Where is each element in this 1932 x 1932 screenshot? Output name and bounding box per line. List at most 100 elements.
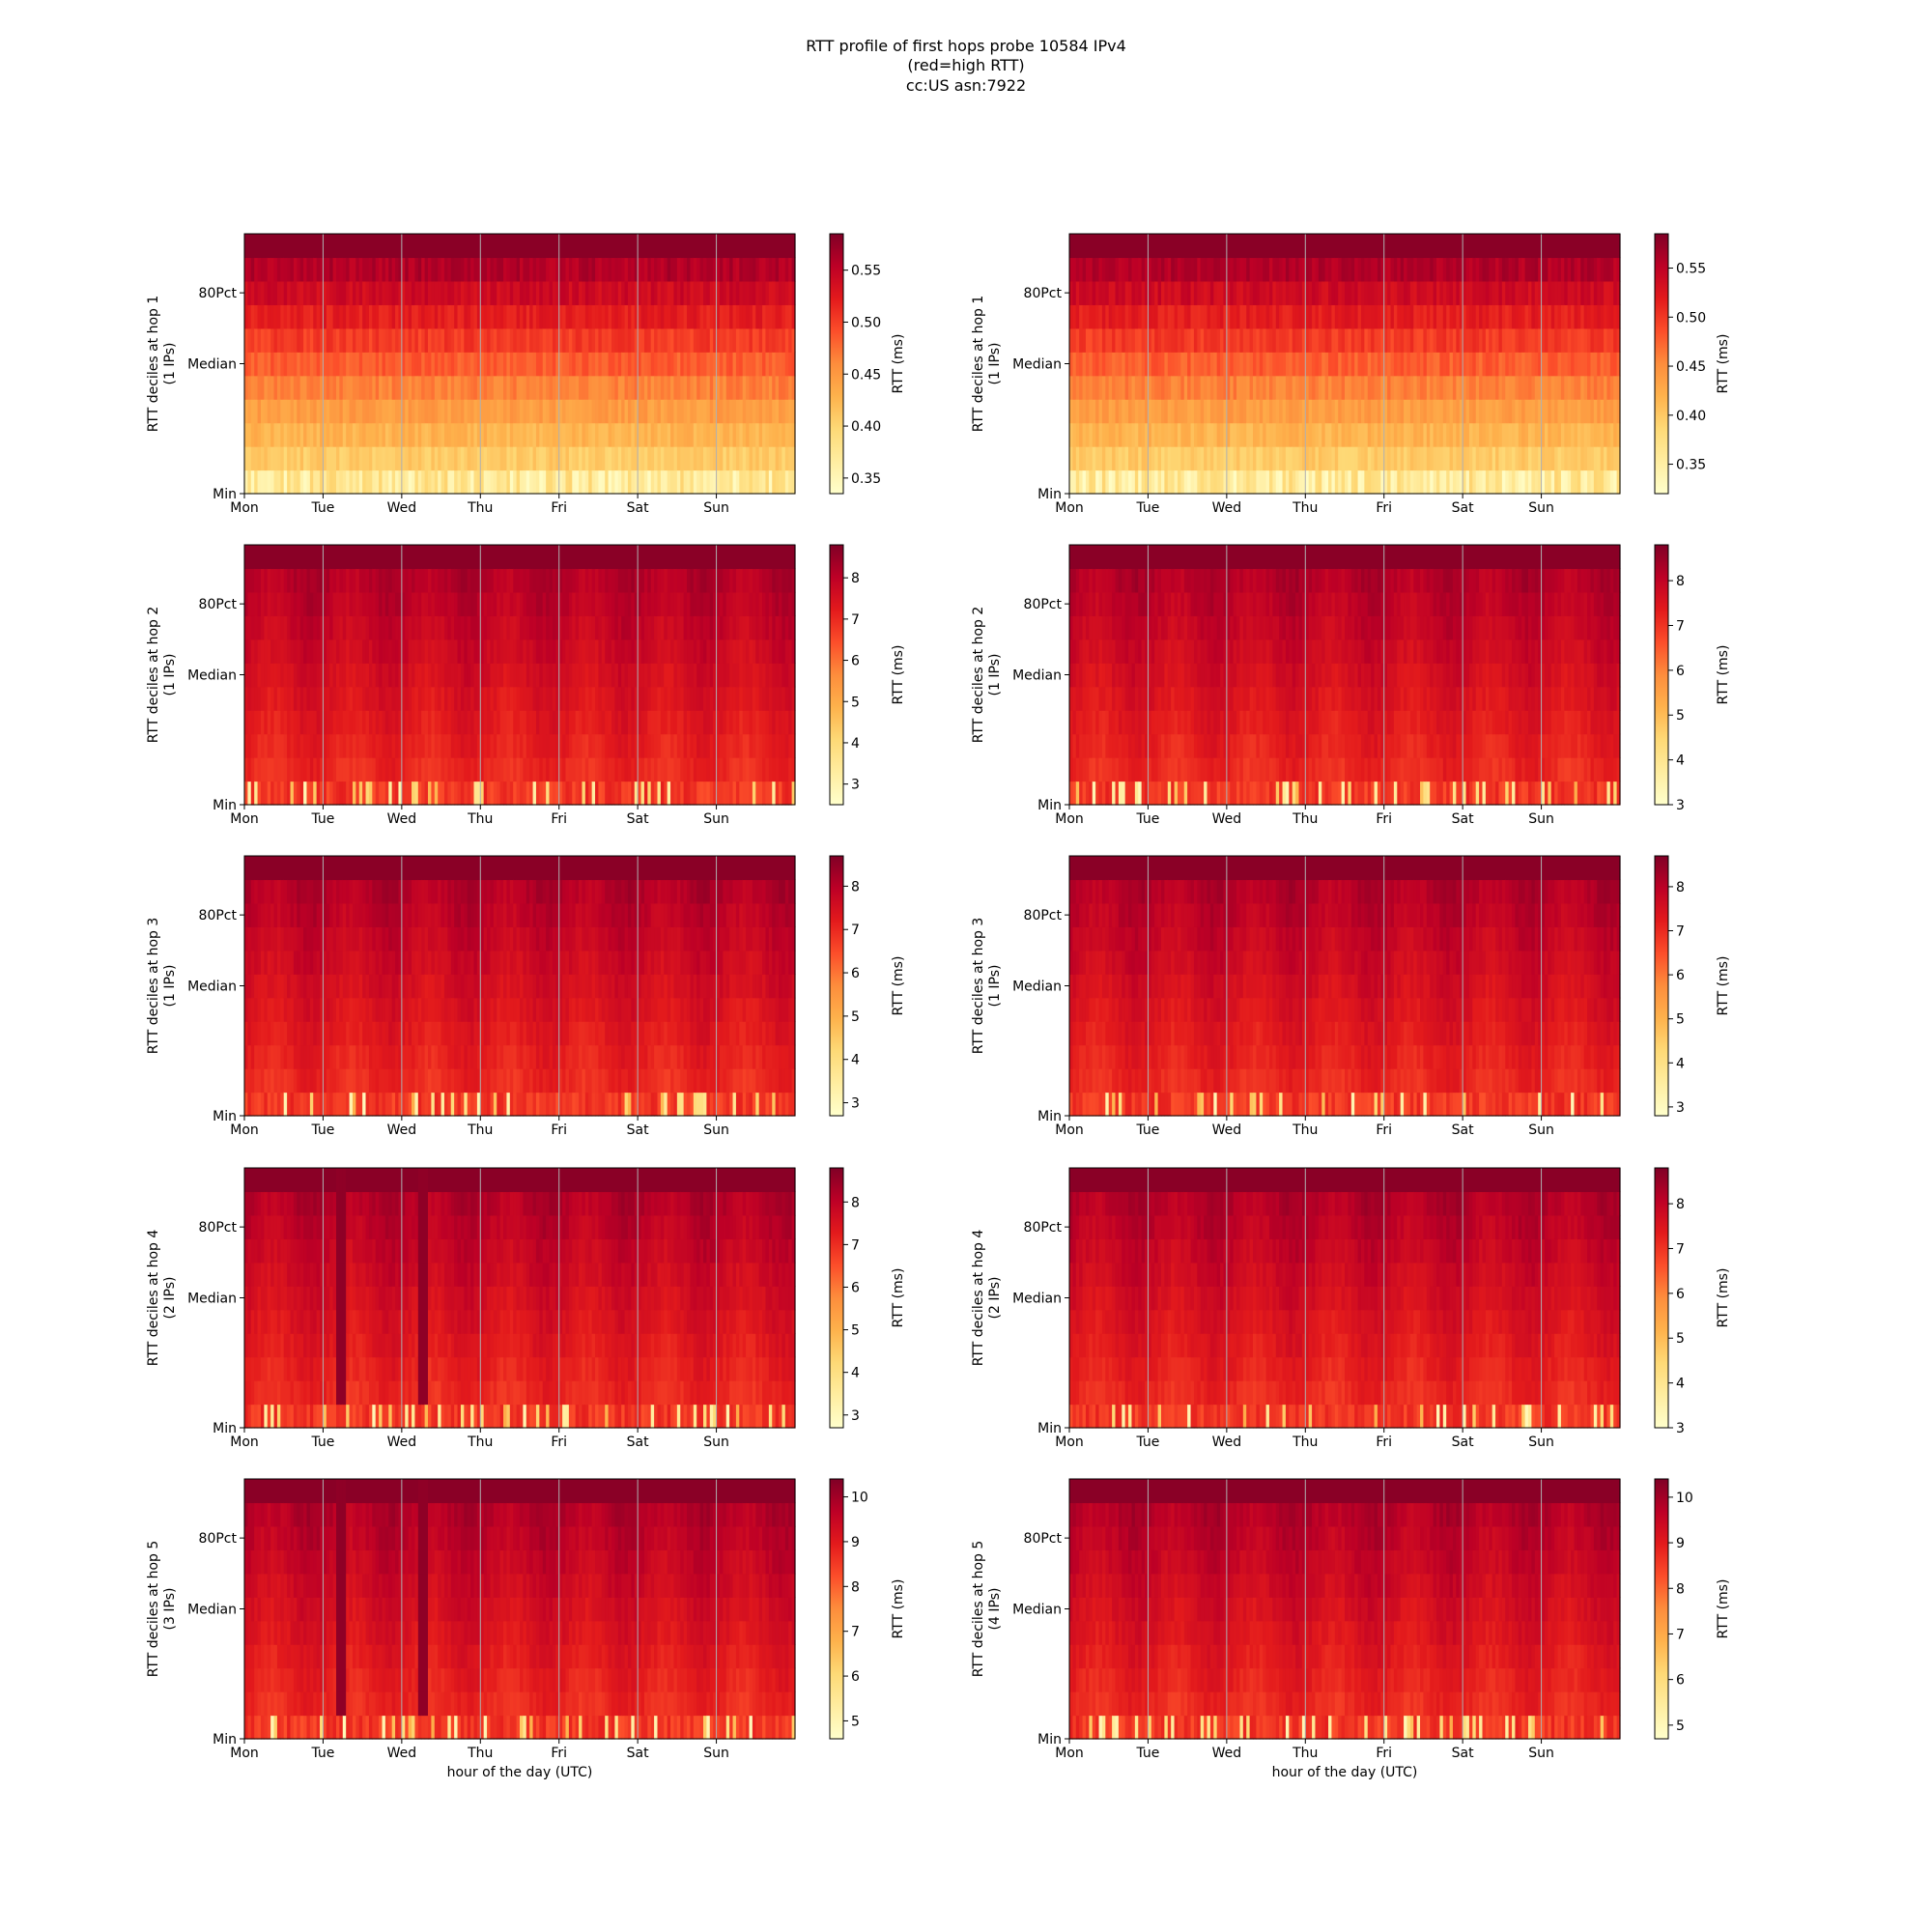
- heatmap-cell: [552, 399, 556, 424]
- heatmap-cell: [579, 615, 583, 640]
- heatmap-cell: [424, 757, 429, 782]
- heatmap-cell: [1459, 327, 1463, 353]
- heatmap-cell: [535, 781, 540, 806]
- heatmap-cell: [520, 422, 524, 447]
- heatmap-cell: [336, 257, 340, 282]
- heatmap-cell: [467, 663, 471, 688]
- heatmap-cell: [565, 399, 570, 424]
- heatmap-cell: [1449, 280, 1454, 305]
- heatmap-cell: [513, 304, 518, 329]
- heatmap-cell: [247, 781, 252, 806]
- heatmap-cell: [460, 327, 465, 353]
- heatmap-cell: [408, 446, 412, 471]
- heatmap-cell: [732, 352, 737, 377]
- heatmap-cell: [323, 639, 327, 664]
- heatmap-cell: [1285, 422, 1290, 447]
- heatmap-cell: [1364, 399, 1369, 424]
- heatmap-cell: [1151, 327, 1155, 353]
- heatmap-cell: [670, 304, 675, 329]
- heatmap-cell: [755, 422, 760, 447]
- heatmap-cell: [735, 280, 740, 305]
- heatmap-cell: [1367, 422, 1372, 447]
- heatmap-cell: [690, 304, 695, 329]
- heatmap-cell: [313, 352, 318, 377]
- heatmap-cell: [664, 446, 668, 471]
- heatmap-cell: [395, 375, 400, 400]
- heatmap-cell: [582, 663, 586, 688]
- heatmap-cell: [1289, 399, 1293, 424]
- heatmap-cell: [454, 545, 459, 570]
- heatmap-cell: [358, 568, 363, 593]
- heatmap-cell: [401, 757, 406, 782]
- heatmap-cell: [352, 327, 356, 353]
- heatmap-cell: [1301, 352, 1306, 377]
- heatmap-cell: [358, 280, 363, 305]
- heatmap-cell: [706, 469, 711, 495]
- heatmap-cell: [250, 234, 255, 259]
- heatmap-cell: [497, 639, 501, 664]
- heatmap-cell: [1328, 352, 1333, 377]
- heatmap-cell: [1318, 280, 1322, 305]
- heatmap-cell: [1505, 375, 1510, 400]
- heatmap-cell: [520, 469, 524, 495]
- heatmap-cell: [283, 352, 288, 377]
- heatmap-cell: [421, 399, 426, 424]
- heatmap-cell: [1268, 234, 1273, 259]
- heatmap-cell: [470, 757, 475, 782]
- heatmap-cell: [450, 591, 455, 616]
- heatmap-cell: [1331, 234, 1336, 259]
- heatmap-cell: [460, 446, 465, 471]
- heatmap-cell: [1151, 399, 1155, 424]
- heatmap-cell: [1367, 469, 1372, 495]
- heatmap-cell: [1564, 399, 1569, 424]
- heatmap-cell: [546, 469, 551, 495]
- heatmap-cell: [1157, 257, 1162, 282]
- heatmap-cell: [276, 352, 281, 377]
- heatmap-cell: [513, 591, 518, 616]
- heatmap-cell: [627, 446, 632, 471]
- heatmap-cell: [297, 733, 301, 758]
- heatmap-cell: [412, 446, 416, 471]
- heatmap-cell: [401, 686, 406, 711]
- heatmap-cell: [716, 375, 721, 400]
- heatmap-cell: [467, 781, 471, 806]
- heatmap-cell: [316, 399, 321, 424]
- heatmap-cell: [579, 757, 583, 782]
- heatmap-cell: [1459, 469, 1463, 495]
- heatmap-cell: [1426, 399, 1431, 424]
- heatmap-cell: [624, 469, 629, 495]
- heatmap-cell: [1321, 257, 1326, 282]
- heatmap-cell: [388, 733, 393, 758]
- heatmap-cell: [598, 568, 603, 593]
- heatmap-cell: [640, 304, 645, 329]
- heatmap-cell: [476, 615, 481, 640]
- heatmap-cell: [408, 422, 412, 447]
- heatmap-cell: [424, 304, 429, 329]
- heatmap-cell: [362, 733, 367, 758]
- heatmap-cell: [1236, 257, 1241, 282]
- heatmap-cell: [1246, 304, 1251, 329]
- heatmap-cell: [421, 304, 426, 329]
- heatmap-cell: [287, 710, 292, 735]
- heatmap-cell: [611, 399, 615, 424]
- heatmap-cell: [417, 615, 422, 640]
- heatmap-cell: [1482, 234, 1487, 259]
- heatmap-cell: [362, 280, 367, 305]
- heatmap-cell: [339, 686, 344, 711]
- heatmap-cell: [450, 304, 455, 329]
- heatmap-cell: [365, 710, 370, 735]
- heatmap-cell: [1183, 469, 1188, 495]
- heatmap-cell: [755, 375, 760, 400]
- heatmap-cell: [1371, 469, 1376, 495]
- heatmap-cell: [493, 234, 497, 259]
- heatmap-cell: [336, 375, 340, 400]
- heatmap-cell: [608, 327, 612, 353]
- heatmap-cell: [509, 733, 514, 758]
- heatmap-cell: [398, 568, 403, 593]
- heatmap-cell: [542, 639, 547, 664]
- heatmap-cell: [601, 545, 606, 570]
- heatmap-cell: [323, 781, 327, 806]
- heatmap-cell: [342, 733, 347, 758]
- heatmap-cell: [293, 257, 298, 282]
- heatmap-cell: [1256, 422, 1261, 447]
